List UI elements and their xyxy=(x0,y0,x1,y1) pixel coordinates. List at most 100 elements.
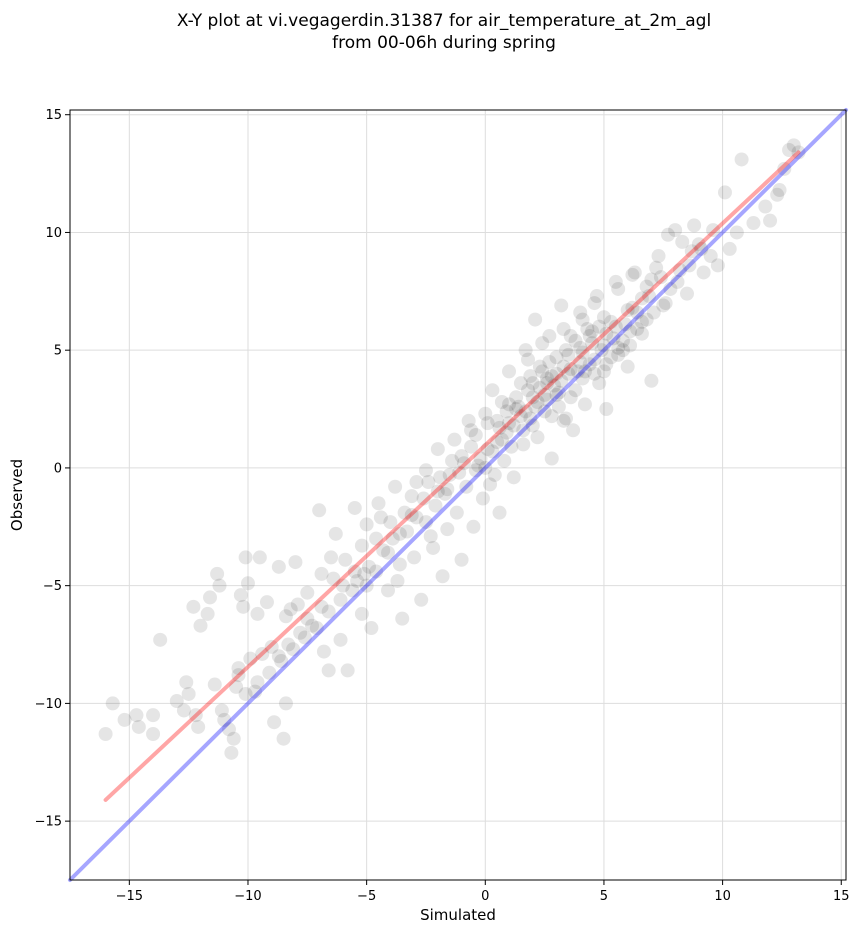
data-point xyxy=(255,646,270,661)
data-point xyxy=(549,350,564,365)
data-point xyxy=(587,352,602,367)
data-point xyxy=(682,258,697,273)
data-point xyxy=(354,538,369,553)
data-point xyxy=(191,719,206,734)
data-point xyxy=(485,383,500,398)
data-point xyxy=(554,298,569,313)
data-point xyxy=(437,486,452,501)
data-point xyxy=(706,223,721,238)
data-point xyxy=(634,291,649,306)
data-point xyxy=(786,138,801,153)
data-point xyxy=(722,241,737,256)
data-point xyxy=(608,274,623,289)
data-point xyxy=(644,373,659,388)
data-point xyxy=(380,583,395,598)
data-point xyxy=(611,340,626,355)
data-point xyxy=(642,289,657,304)
data-point xyxy=(243,651,258,666)
data-point xyxy=(278,696,293,711)
data-point xyxy=(418,463,433,478)
data-point xyxy=(542,354,557,369)
data-point xyxy=(359,578,374,593)
data-point xyxy=(608,319,623,334)
data-point xyxy=(523,411,538,426)
data-point xyxy=(746,216,761,231)
data-point xyxy=(782,143,797,158)
data-point xyxy=(369,531,384,546)
x-tick-label: 0 xyxy=(481,889,489,904)
data-point xyxy=(271,649,286,664)
data-point xyxy=(525,376,540,391)
data-point xyxy=(558,411,573,426)
data-point xyxy=(203,590,218,605)
data-point xyxy=(207,677,222,692)
data-point xyxy=(530,430,545,445)
data-point xyxy=(383,515,398,530)
data-point xyxy=(409,475,424,490)
data-point xyxy=(364,621,379,636)
data-point xyxy=(445,453,460,468)
data-point xyxy=(345,583,360,598)
data-point xyxy=(440,522,455,537)
data-point xyxy=(573,340,588,355)
data-point xyxy=(542,329,557,344)
data-point xyxy=(186,599,201,614)
data-point xyxy=(390,573,405,588)
data-point xyxy=(117,712,132,727)
data-point xyxy=(791,145,806,160)
y-tick-label: 5 xyxy=(54,344,62,359)
data-point xyxy=(421,475,436,490)
data-point xyxy=(620,359,635,374)
data-point xyxy=(563,329,578,344)
data-point xyxy=(653,270,668,285)
x-tick-label: −10 xyxy=(234,889,261,904)
x-tick-label: −15 xyxy=(116,889,143,904)
data-point xyxy=(305,618,320,633)
data-point xyxy=(618,317,633,332)
data-point xyxy=(523,369,538,384)
data-point xyxy=(630,305,645,320)
data-point xyxy=(250,675,265,690)
data-point xyxy=(625,267,640,282)
data-point xyxy=(309,621,324,636)
data-point xyxy=(703,248,718,263)
data-point xyxy=(290,597,305,612)
data-point xyxy=(475,491,490,506)
data-point xyxy=(404,508,419,523)
data-point xyxy=(362,559,377,574)
data-point xyxy=(492,505,507,520)
data-point xyxy=(440,482,455,497)
data-point xyxy=(487,467,502,482)
data-point xyxy=(435,569,450,584)
data-point xyxy=(278,609,293,624)
data-point xyxy=(539,371,554,386)
data-point xyxy=(146,727,161,742)
data-point xyxy=(321,604,336,619)
data-point xyxy=(539,392,554,407)
data-point xyxy=(397,505,412,520)
data-point xyxy=(539,376,554,391)
data-point xyxy=(494,394,509,409)
data-point xyxy=(236,599,251,614)
data-point xyxy=(656,298,671,313)
data-point xyxy=(452,465,467,480)
data-point xyxy=(506,470,521,485)
data-point xyxy=(623,324,638,339)
data-point xyxy=(772,183,787,198)
data-point xyxy=(634,314,649,329)
data-point xyxy=(442,467,457,482)
data-point xyxy=(582,329,597,344)
data-point xyxy=(409,510,424,525)
data-point xyxy=(233,588,248,603)
y-tick-label: −10 xyxy=(35,697,62,712)
data-point xyxy=(568,333,583,348)
data-point xyxy=(556,321,571,336)
data-point xyxy=(604,350,619,365)
data-point xyxy=(354,606,369,621)
data-point xyxy=(592,376,607,391)
data-point xyxy=(454,449,469,464)
data-point xyxy=(502,364,517,379)
data-point xyxy=(418,515,433,530)
data-point xyxy=(468,427,483,442)
